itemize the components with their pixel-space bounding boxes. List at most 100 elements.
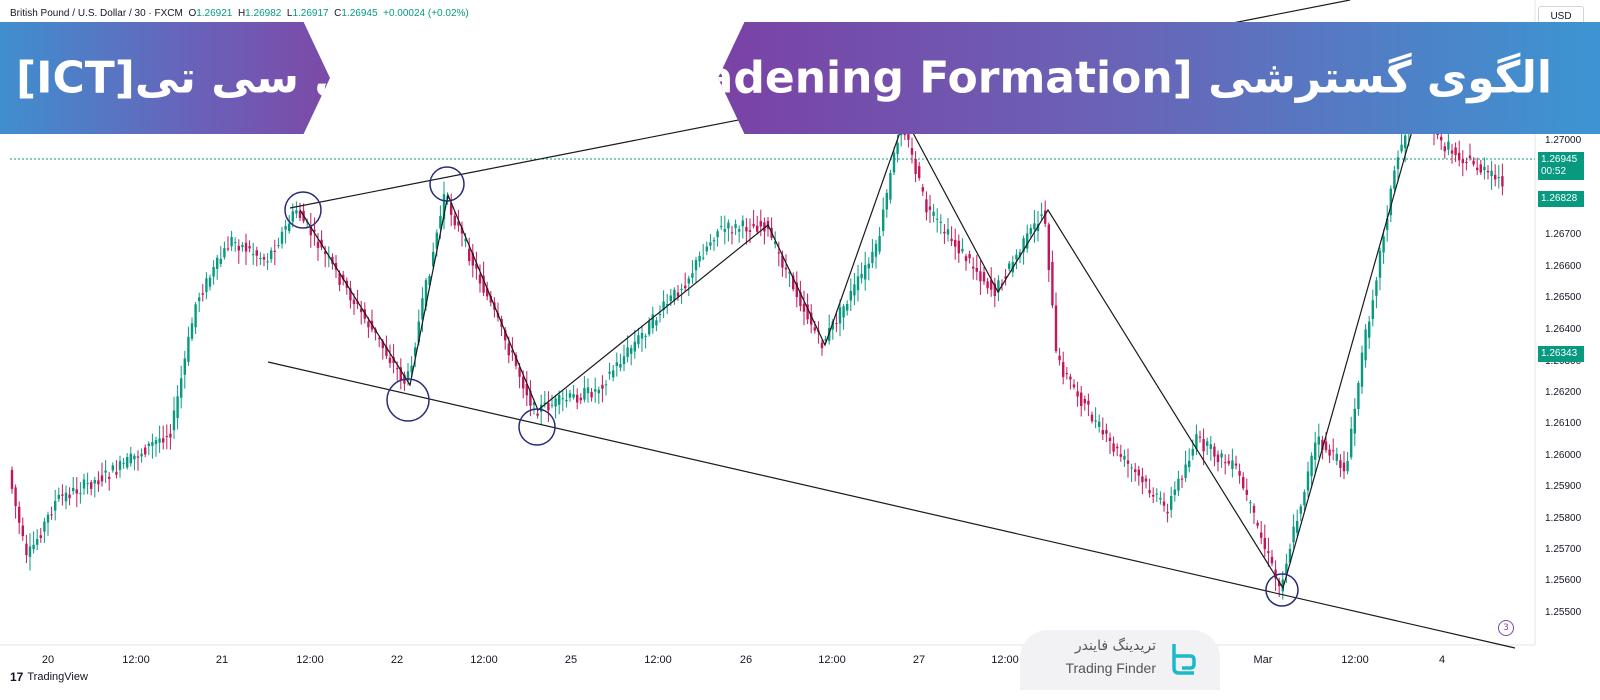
candle-body: [72, 487, 75, 492]
candle-body: [856, 276, 860, 291]
candle-body: [795, 282, 798, 297]
time-axis-label: 4: [1438, 654, 1446, 666]
candle-body: [39, 535, 42, 538]
candle-body: [532, 402, 536, 406]
price-axis-label: 1.27000: [1545, 135, 1582, 146]
candle-body: [1159, 497, 1162, 500]
candle-body: [806, 304, 809, 320]
price-axis-label: 1.25600: [1545, 575, 1582, 586]
candle-body: [658, 313, 662, 315]
time-axis-label: 12:00: [296, 654, 324, 666]
price-axis-label: 1.25500: [1545, 607, 1582, 618]
candle-body: [1112, 443, 1115, 452]
tradingview-logo[interactable]: 17 TradingView: [10, 670, 88, 684]
candle-body: [367, 321, 370, 328]
candle-body: [716, 231, 719, 238]
candle-body: [676, 292, 680, 297]
symbol-name[interactable]: British Pound / U.S. Dollar: [10, 8, 127, 19]
candle-body: [914, 158, 917, 174]
candle-body: [892, 152, 896, 173]
candle-body: [997, 280, 1000, 293]
candle-body: [439, 215, 442, 229]
candle-body: [482, 275, 485, 293]
high-label: H: [237, 8, 246, 19]
watermark-fa-text: تریدینگ فایندر: [1074, 638, 1156, 654]
candle-body: [1299, 506, 1302, 514]
candle-body: [838, 307, 842, 324]
candle-body: [1368, 321, 1371, 338]
candle-body: [309, 226, 312, 236]
low-label: L: [286, 8, 293, 19]
candle-body: [1263, 538, 1266, 550]
candle-body: [651, 314, 654, 329]
candle-body: [1494, 174, 1497, 180]
candle-body: [14, 487, 17, 507]
candle-body: [1378, 250, 1382, 278]
exchange: FXCM: [154, 8, 183, 19]
candle-body: [1350, 428, 1353, 458]
candle-body: [835, 323, 838, 325]
candle-body: [18, 506, 21, 523]
candle-body: [1256, 522, 1259, 526]
price-badge: 1.26343: [1538, 346, 1584, 362]
candle-body: [471, 252, 474, 266]
candle-body: [792, 275, 795, 290]
candle-body: [111, 465, 114, 471]
candle-body: [684, 285, 687, 289]
candle-body: [748, 230, 752, 232]
symbol-ohlc-header: British Pound / U.S. Dollar / 30 · FXCM …: [10, 8, 469, 19]
candle-body: [936, 218, 939, 220]
candle-body: [514, 355, 518, 366]
candle-body: [1108, 437, 1112, 441]
candle-body: [93, 479, 96, 484]
candle-body: [1065, 373, 1068, 375]
candle-body: [208, 277, 212, 287]
candle-body: [579, 397, 582, 401]
candle-body: [1371, 300, 1374, 319]
candle-body: [619, 363, 622, 368]
candle-body: [133, 455, 136, 460]
candle-body: [1018, 252, 1022, 257]
candle-body: [57, 494, 60, 499]
candle-body: [1314, 442, 1317, 460]
candle-body: [1094, 420, 1097, 422]
candle-body: [190, 323, 194, 339]
candle-body: [572, 394, 575, 398]
candle-body: [536, 413, 539, 416]
candle-body: [1353, 408, 1356, 434]
candle-body: [468, 248, 471, 262]
candle-body: [205, 278, 208, 293]
candle-body: [1216, 454, 1220, 463]
candle-body: [1396, 157, 1400, 169]
candle-body: [1173, 489, 1176, 496]
candle-body: [216, 257, 219, 269]
candle-body: [46, 514, 50, 523]
candle-body: [774, 241, 777, 244]
candle-body: [1479, 164, 1482, 173]
candle-body: [824, 339, 827, 341]
candle-body: [1339, 460, 1342, 468]
candle-body: [1008, 263, 1011, 269]
candle-body: [1152, 494, 1155, 497]
candle-body: [874, 243, 878, 257]
candle-body: [295, 210, 298, 214]
candle-body: [1054, 305, 1058, 352]
time-axis-label: 27: [912, 654, 926, 666]
candle-body: [788, 271, 791, 274]
candle-body: [943, 231, 946, 234]
candle-body: [507, 343, 510, 356]
candle-body: [1126, 460, 1130, 464]
candle-body: [172, 410, 176, 431]
candle-body: [640, 333, 644, 339]
candle-body: [1026, 233, 1029, 249]
candle-body: [727, 222, 730, 229]
right-banner-title: الگوی گسترشی [Broadening Formation]: [598, 52, 1552, 104]
candle-body: [540, 404, 543, 412]
candle-body: [1270, 556, 1274, 564]
candle-body: [223, 248, 226, 258]
corner-badge[interactable]: 3: [1498, 620, 1514, 636]
candle-body: [1317, 436, 1320, 445]
lower-trendline: [267, 361, 1516, 649]
timeframe[interactable]: 30: [134, 8, 146, 19]
